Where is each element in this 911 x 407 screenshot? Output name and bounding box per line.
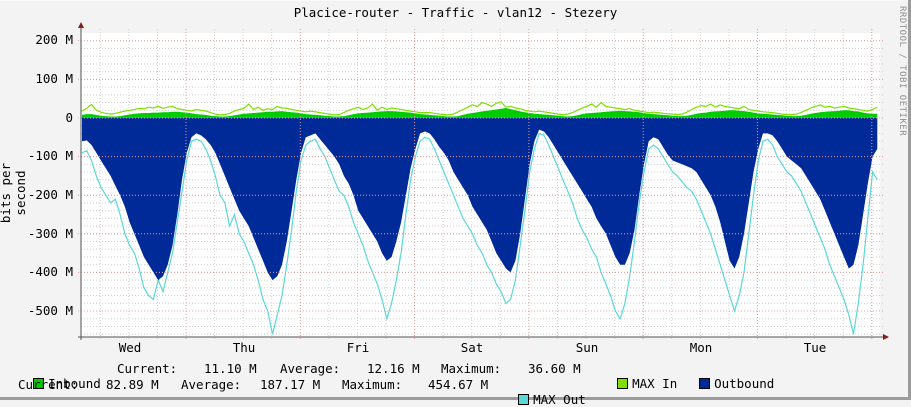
x-tick-sun: Sun xyxy=(575,340,599,355)
legend-outbound: Outbound xyxy=(684,361,774,391)
inbound-current-value: 11.10 M xyxy=(204,361,257,376)
inbound-maximum-label: Maximum: xyxy=(441,361,502,376)
y-tick-100: 100 M xyxy=(35,71,73,86)
outbound-current-value: 82.89 M xyxy=(106,377,159,392)
outbound-average-value: 187.17 M xyxy=(260,377,321,392)
y-tick-200: 200 M xyxy=(35,32,73,47)
y-tick-minus-200: -200 M xyxy=(27,187,73,202)
x-tick-wed: Wed xyxy=(118,340,142,355)
legend-max-out: MAX Out xyxy=(503,377,586,407)
outbound-maximum-label: Maximum: xyxy=(342,377,403,392)
legend-inbound: Inbound xyxy=(18,361,101,391)
frame-right-edge xyxy=(908,0,911,400)
inbound-swatch-icon xyxy=(33,378,45,389)
y-tick-minus-100: -100 M xyxy=(27,148,73,163)
outbound-average-label: Average: xyxy=(181,377,242,392)
rrdtool-watermark: RRDTOOL / TOBI OETIKER xyxy=(897,6,907,137)
outbound-current-label: Current: xyxy=(18,377,79,392)
inbound-average-label: Average: xyxy=(280,361,341,376)
x-tick-fri: Fri xyxy=(346,340,370,355)
inbound-average-value: 12.16 M xyxy=(367,361,420,376)
y-tick-minus-400: -400 M xyxy=(27,264,73,279)
y-tick-0: 0 xyxy=(65,110,73,125)
outbound-swatch-icon xyxy=(699,378,711,389)
inbound-maximum-value: 36.60 M xyxy=(528,361,581,376)
legend-max-in-label: MAX In xyxy=(632,376,678,391)
x-tick-sat: Sat xyxy=(460,340,484,355)
x-tick-tue: Tue xyxy=(803,340,827,355)
chart-title: Placice-router - Traffic - vlan12 - Stez… xyxy=(293,5,618,20)
legend-inbound-label: Inbound xyxy=(48,376,101,391)
inbound-current-label: Current: xyxy=(117,361,178,376)
legend-max-in: MAX In xyxy=(602,361,677,391)
x-tick-thu: Thu xyxy=(232,340,256,355)
y-tick-minus-500: -500 M xyxy=(27,303,73,318)
outbound-maximum-value: 454.67 M xyxy=(428,377,489,392)
frame-bottom-edge xyxy=(0,397,911,400)
legend-outbound-label: Outbound xyxy=(714,376,775,391)
max-in-swatch-icon xyxy=(617,378,629,389)
frame-top-edge xyxy=(0,0,911,1)
y-tick-minus-300: -300 M xyxy=(27,226,73,241)
x-tick-mon: Mon xyxy=(689,340,713,355)
